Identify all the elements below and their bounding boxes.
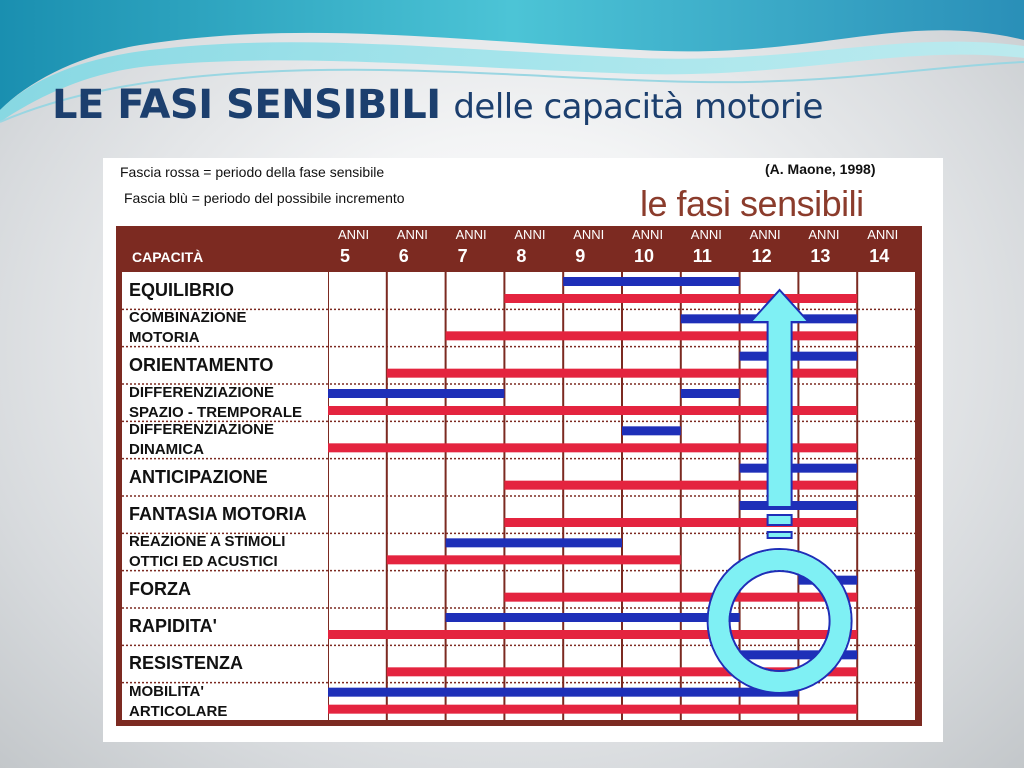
age-header-number: 11	[693, 246, 712, 266]
male-symbol-ring	[708, 550, 851, 692]
age-header-anni: ANNI	[397, 227, 428, 242]
red-bar	[504, 294, 858, 303]
capacity-label: OTTICI ED ACUSTICI	[129, 553, 278, 571]
age-header-anni: ANNI	[338, 227, 369, 242]
header-capacita: CAPACITÀ	[132, 249, 203, 265]
blue-bar	[328, 389, 505, 398]
red-bar	[386, 368, 858, 378]
decorative-wave-banner	[0, 0, 1024, 123]
red-bar	[386, 667, 858, 677]
red-bar	[386, 555, 681, 565]
male-symbol-link	[766, 531, 793, 539]
red-bar	[504, 480, 858, 490]
capacity-label: REAZIONE A STIMOLI	[129, 533, 286, 551]
capacity-label: ARTICOLARE	[129, 702, 228, 720]
age-header-anni: ANNI	[632, 227, 663, 242]
age-header-number: 8	[516, 246, 526, 266]
age-header-number: 14	[869, 246, 889, 266]
age-header-number: 12	[752, 246, 772, 266]
capacity-label: DIFFERENZIAZIONE	[129, 384, 274, 401]
age-column	[387, 272, 445, 720]
red-bar	[328, 704, 858, 714]
red-bar	[328, 443, 858, 453]
age-header-number: 10	[634, 246, 654, 266]
age-header-anni: ANNI	[573, 227, 604, 242]
capacity-label: DIFFERENZIAZIONE	[129, 421, 274, 439]
capacity-label: DINAMICA	[129, 441, 204, 459]
red-bar	[328, 630, 858, 639]
blue-bar	[328, 687, 799, 697]
blue-bar	[563, 277, 740, 286]
capacity-label: COMBINAZIONE	[129, 309, 247, 327]
male-symbol-ring-outline	[706, 548, 853, 694]
sensitive-phases-table: CAPACITÀ ANNI 5 ANNI 6 ANNI 7 ANNI 8 ANNI 9 ANNI 10 A…	[116, 226, 922, 726]
legend-blue: Fascia blù = periodo del possibile incre…	[124, 190, 405, 206]
age-header-number: 6	[399, 246, 409, 266]
red-bar	[504, 592, 858, 602]
red-bar	[328, 406, 858, 415]
legend-red: Fascia rossa = periodo della fase sensib…	[120, 164, 385, 180]
age-column	[329, 272, 386, 720]
capacity-label: RESISTENZA	[129, 653, 244, 674]
slide-title: LE FASI SENSIBILI delle capacità motorie	[52, 82, 823, 128]
age-header-number: 9	[575, 246, 585, 266]
red-bar	[504, 518, 858, 527]
age-header-anni: ANNI	[691, 227, 722, 242]
capacity-label: RAPIDITA'	[129, 616, 217, 636]
capacity-label: ANTICIPAZIONE	[129, 466, 268, 487]
blue-bar	[445, 613, 740, 622]
capacity-label: EQUILIBRIO	[129, 280, 235, 300]
blue-bar	[739, 351, 858, 361]
red-bar	[445, 331, 858, 341]
male-symbol-arrow	[748, 288, 811, 508]
slide-title-bold: LE FASI SENSIBILI	[52, 82, 441, 128]
age-header-anni: ANNI	[808, 227, 839, 242]
capacity-label: FANTASIA MOTORIA	[129, 504, 307, 524]
blue-bar	[445, 538, 622, 548]
blue-bar	[739, 501, 858, 510]
blue-bar	[622, 426, 681, 436]
blue-bar	[739, 463, 858, 473]
age-header-anni: ANNI	[456, 227, 487, 242]
capacity-label: SPAZIO - TREMPORALE	[129, 404, 303, 421]
capacity-label: ORIENTAMENTO	[129, 354, 274, 375]
figure-big-title: le fasi sensibili	[640, 183, 864, 224]
blue-bar	[739, 650, 858, 660]
age-header-number: 7	[458, 246, 468, 266]
figure-credit: (A. Maone, 1998)	[765, 161, 876, 177]
label-column	[122, 272, 328, 720]
age-header-anni: ANNI	[750, 227, 781, 242]
age-header-anni: ANNI	[867, 227, 898, 242]
slide-title-rest: delle capacità motorie	[453, 87, 823, 127]
capacity-label: MOTORIA	[129, 329, 200, 347]
age-header-anni: ANNI	[514, 227, 545, 242]
capacity-label: FORZA	[129, 578, 191, 599]
age-header-number: 13	[810, 246, 830, 266]
male-symbol-link	[766, 514, 793, 526]
capacity-label: MOBILITA'	[129, 682, 204, 700]
male-symbol-ring-inner	[728, 570, 831, 672]
blue-bar	[680, 389, 740, 398]
age-header-number: 5	[340, 246, 350, 266]
